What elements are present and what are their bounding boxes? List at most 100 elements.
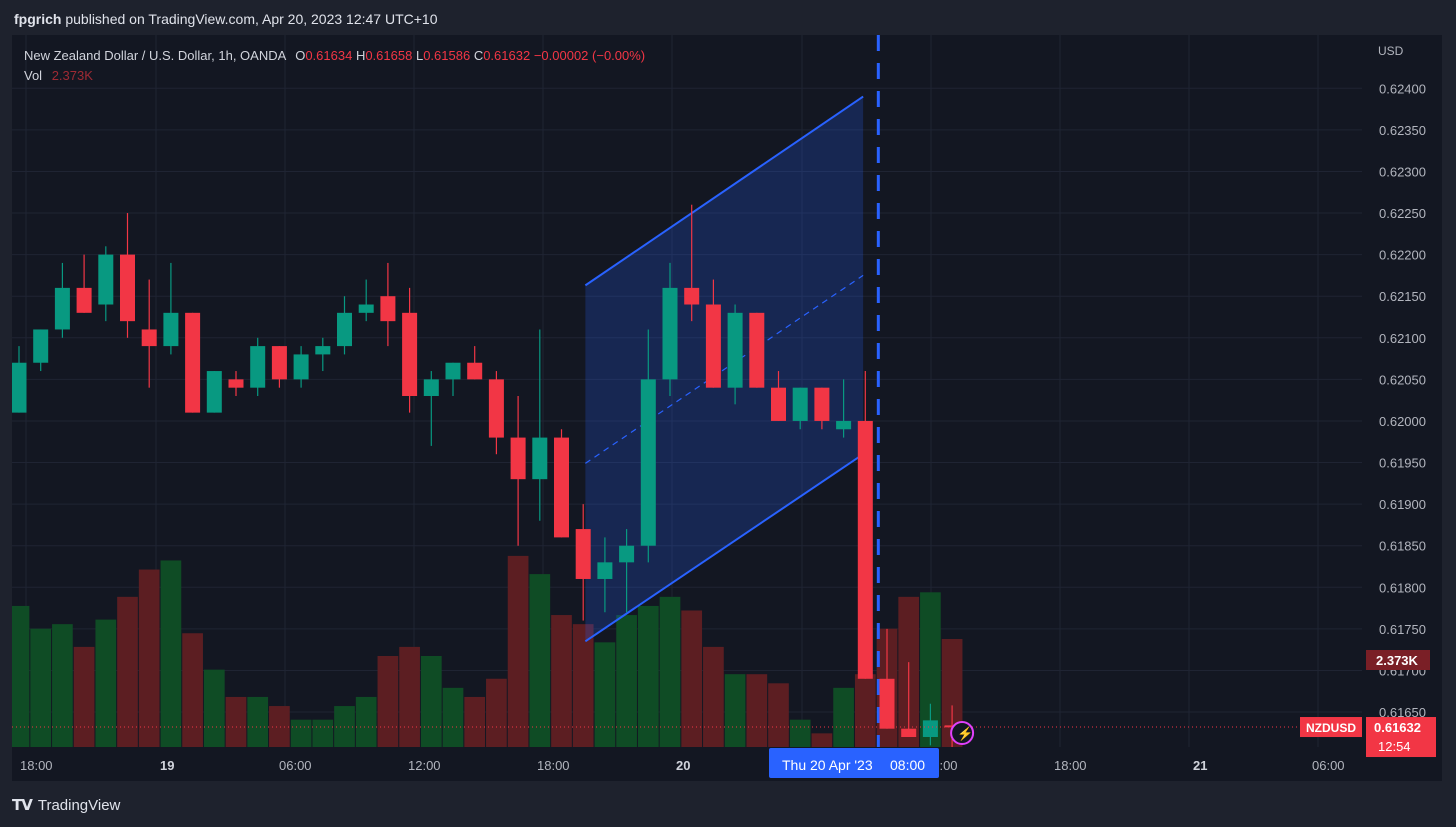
time-tick-label: 06:00 [1312,758,1345,773]
volume-bar [724,674,746,747]
price-tick-label: 0.61850 [1379,539,1426,554]
alert-lightning-icon [950,721,975,746]
candle-body [814,387,830,421]
price-tick-label: 0.62150 [1379,289,1426,304]
candle-body [488,379,504,438]
candle-body [662,287,678,380]
candle-body [901,728,917,737]
candle-body [358,304,374,313]
channel-mid-line [585,274,864,464]
candle-body [250,346,266,388]
candle-body [836,420,852,430]
candle-body [380,296,396,322]
channel-upper-line [584,95,864,287]
high-label: H [355,48,366,63]
price-tick-label: 0.62200 [1379,248,1426,263]
candle-body [640,379,656,546]
candle-body [532,437,548,480]
time-tick-label: 12:00 [408,758,441,773]
volume-bar [811,733,833,747]
symbol-title: New Zealand Dollar / U.S. Dollar, 1h, OA… [24,48,286,63]
open-label: O [295,48,306,63]
candle-body [141,329,157,347]
time-tick-label: 18:00 [537,758,570,773]
last-price-badge [1366,717,1436,758]
published-info: published on TradingView.com, Apr 20, 20… [65,11,438,27]
volume-label: Vol [24,68,43,83]
volume-bar [637,605,659,747]
volume-bar [768,683,789,747]
candle-body [922,720,938,737]
volume-bar [420,656,442,747]
price-tick-label: 0.62400 [1379,81,1426,96]
volume-bar [73,646,95,747]
volume-bar [529,574,551,747]
price-tick-label: 0.61900 [1379,497,1426,512]
time-tick-label: 06:00 [279,758,312,773]
candle-body [76,287,92,313]
volume-bar [117,596,138,747]
volume-bar [941,639,963,747]
volume-value: 2.373K [51,68,93,83]
candle-body [54,287,70,330]
volume-bar [442,687,464,747]
volume-bar [160,560,182,747]
volume-bar [681,610,703,747]
price-tick-label: 0.62300 [1379,164,1426,179]
candle-body [575,529,591,579]
time-tick-label: 21 [1193,758,1207,773]
candle-body [554,437,569,538]
crosshair-date-label: Thu 20 Apr '23 [782,757,873,773]
candle-body [185,312,201,413]
price-chart[interactable]: USD 0.62400 0.62350 0.62300 0.62250 0.62200 0.… [12,35,1442,781]
volume-value-label: 2.373K [1376,653,1419,668]
price-tick-label: 0.61750 [1379,622,1426,637]
publisher-name: fpgrich [14,11,62,27]
candle-body [12,362,27,413]
candle-body [749,312,765,388]
volume-bar [30,628,52,747]
price-tick-label: 0.62100 [1379,331,1426,346]
price-tick-label: 0.61800 [1379,580,1426,595]
candle-body [467,362,483,380]
volume-bar [290,719,312,747]
low-label: L [415,48,424,63]
volume-bar [833,687,854,747]
volume-bar [854,674,876,747]
close-value: 0.61632 [483,48,531,63]
volume-bar [203,669,225,747]
candle-body [705,304,721,388]
volume-row: Vol 2.373K [24,66,645,86]
volume-bar [507,555,529,747]
volume-bar [355,696,377,747]
candle-body [597,562,613,579]
volume-bar [746,674,768,747]
chart-area[interactable]: USD 0.62400 0.62350 0.62300 0.62250 0.62200 0.… [12,35,1442,781]
candle-body [402,312,418,396]
candle-body [98,254,114,305]
tradingview-logo-icon: 𝗧𝗩 [12,796,33,814]
time-tick-label: 18:00 [20,758,53,773]
volume-bar [52,624,73,747]
published-by-banner: fpgrich published on TradingView.com, Ap… [14,11,438,27]
volume-bar [377,656,399,747]
price-tick-label: 0.62350 [1379,123,1426,138]
volume-bar [247,696,269,747]
candle-body [120,254,135,322]
chart-legend: New Zealand Dollar / U.S. Dollar, 1h, OA… [24,46,645,86]
last-price-label: 0.61632 [1374,720,1421,735]
volume-bar [312,719,334,747]
candle-body [423,379,439,396]
lightning-glyph: ⚡ [957,726,973,742]
volume-bar [789,719,811,747]
volume-bar [616,615,637,747]
tradingview-logo-text: TradingView [37,796,121,814]
candle-body [445,362,461,380]
time-tick-label: 20 [676,758,690,773]
candle-body [163,312,179,347]
volume-bar [572,624,594,747]
change-value: −0.00002 (−0.00%) [533,48,646,63]
time-tick-label: 18:00 [1054,758,1087,773]
volume-bar [12,605,30,747]
price-tick-label: 0.62000 [1379,414,1426,429]
